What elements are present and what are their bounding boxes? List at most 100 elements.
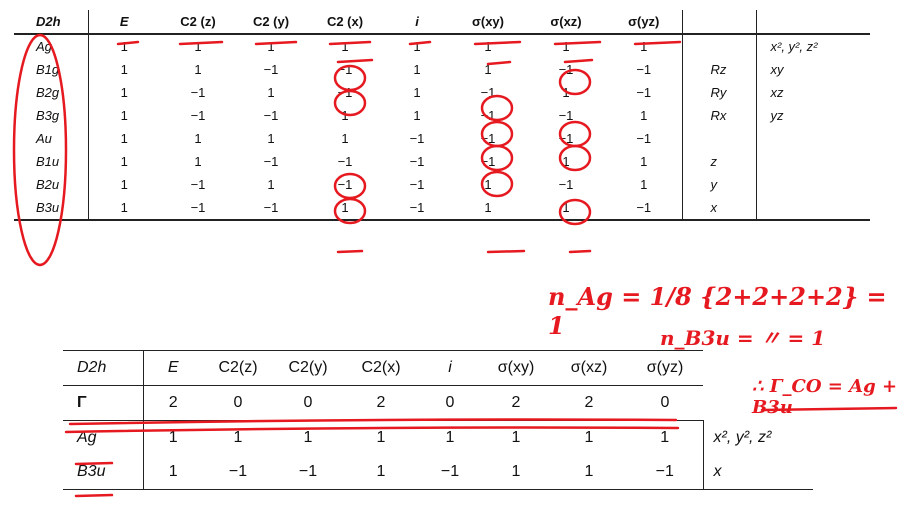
character-cell: 1 xyxy=(194,62,202,77)
character-cell: 1 xyxy=(120,154,128,169)
gamma-char: 2 xyxy=(143,385,203,421)
character-cell: 1 xyxy=(194,39,202,54)
header-point-group: D2h xyxy=(14,10,89,35)
irrep-char: 1 xyxy=(343,455,419,490)
linear-function xyxy=(681,127,757,150)
header-i: i xyxy=(384,10,450,35)
table-row: B1g 1 1 −1 −1 1 1 −1 −1 Rz xy xyxy=(14,58,870,81)
character-cell: −1 xyxy=(636,62,652,77)
character-cell: 1 xyxy=(640,154,648,169)
character-cell: −1 xyxy=(480,131,496,146)
character-cell: 1 xyxy=(562,154,570,169)
row-underline xyxy=(486,249,526,254)
irrep-char: 1 xyxy=(168,429,178,446)
character-cell: −1 xyxy=(636,85,652,100)
character-cell: −1 xyxy=(480,154,496,169)
irrep-char: 1 xyxy=(584,429,594,446)
header-E: E xyxy=(88,10,160,35)
reduction-header-C2z: C2(z) xyxy=(203,350,273,386)
gamma-char: 0 xyxy=(273,385,343,421)
character-cell: 1 xyxy=(640,39,648,54)
reduction-header-C2x: C2(x) xyxy=(343,350,419,386)
character-cell: −1 xyxy=(190,108,206,123)
irrep-underline xyxy=(74,493,114,498)
irrep-row-B3u: B3u 1 −1 −1 1 −1 1 1 −1 x xyxy=(63,455,813,490)
table-row: Au 1 1 1 1 −1 −1 −1 −1 xyxy=(14,127,870,150)
character-cell: 1 xyxy=(267,177,275,192)
character-cell: 1 xyxy=(640,108,648,123)
character-cell: −1 xyxy=(409,131,425,146)
character-cell: −1 xyxy=(160,196,236,221)
irrep-char: 1 xyxy=(445,429,455,446)
character-cell: 1 xyxy=(267,131,275,146)
gamma-char: 2 xyxy=(481,385,551,421)
gamma-char: 2 xyxy=(343,385,419,421)
quadratic-function xyxy=(756,127,870,150)
header-linear xyxy=(681,10,757,35)
linear-function: y xyxy=(681,173,757,196)
character-cell: 1 xyxy=(413,85,421,100)
character-cell: −1 xyxy=(337,177,353,192)
reduction-header-C2y: C2(y) xyxy=(273,350,343,386)
character-cell: 1 xyxy=(120,85,128,100)
linear-function: z xyxy=(681,150,757,173)
character-cell: −1 xyxy=(263,108,279,123)
table-header-row: D2h E C2 (z) C2 (y) C2 (x) i σ(xy) σ(xz)… xyxy=(14,10,870,35)
character-table-d2h: D2h E C2 (z) C2 (y) C2 (x) i σ(xy) σ(xz)… xyxy=(0,0,906,221)
character-cell: 1 xyxy=(413,108,421,123)
handwritten-reduction-Ag: n_Ag = 1/8 {2+2+2+2} = 1 xyxy=(548,282,887,340)
irrep-char: 1 xyxy=(660,429,670,446)
linear-function: Rz xyxy=(681,58,757,81)
linear-function: Ry xyxy=(681,81,757,104)
irrep-char: −1 xyxy=(419,455,481,490)
linear-function: x xyxy=(681,196,757,221)
character-cell: −1 xyxy=(636,131,652,146)
irrep-basis: x xyxy=(702,455,813,490)
irrep-symbol: B3u xyxy=(63,455,144,490)
character-cell: 1 xyxy=(120,177,128,192)
header-sigma-xz: σ(xz) xyxy=(526,10,606,35)
reduction-header-sigma-yz: σ(yz) xyxy=(627,350,703,386)
character-cell: 1 xyxy=(88,196,160,221)
character-cell: −1 xyxy=(190,177,206,192)
irrep-basis: x², y², z² xyxy=(702,420,813,455)
character-cell: 1 xyxy=(120,62,128,77)
irrep-char: −1 xyxy=(273,455,343,490)
quadratic-function: x², y², z² xyxy=(770,39,818,54)
character-cell: −1 xyxy=(190,85,206,100)
linear-function xyxy=(681,34,757,58)
irrep-symbol: B3g xyxy=(14,104,89,127)
character-cell: 1 xyxy=(341,39,349,54)
reduction-table: D2h E C2(z) C2(y) C2(x) i σ(xy) σ(xz) σ(… xyxy=(63,350,813,490)
character-cell: −1 xyxy=(236,196,306,221)
irrep-symbol: Ag xyxy=(63,420,144,455)
character-cell: 1 xyxy=(562,85,570,100)
character-cell: −1 xyxy=(558,177,574,192)
character-cell: 1 xyxy=(194,131,202,146)
linear-function: Rx xyxy=(681,104,757,127)
character-cell: −1 xyxy=(558,108,574,123)
character-cell: −1 xyxy=(409,154,425,169)
table-row: B3g 1 −1 −1 1 1 −1 −1 1 Rx yz xyxy=(14,104,870,127)
reduction-header-point-group: D2h xyxy=(63,350,144,386)
character-cell: −1 xyxy=(558,62,574,77)
character-cell: 1 xyxy=(562,39,570,54)
character-cell: −1 xyxy=(384,196,450,221)
irrep-symbol: B1u xyxy=(14,150,89,173)
reduction-header-sigma-xz: σ(xz) xyxy=(551,350,627,386)
character-cell: −1 xyxy=(337,85,353,100)
irrep-symbol: B2g xyxy=(14,81,89,104)
irrep-symbol: B2u xyxy=(14,173,89,196)
character-cell: 1 xyxy=(194,154,202,169)
irrep-symbol: Ag xyxy=(14,34,89,58)
character-cell: −1 xyxy=(480,108,496,123)
character-cell: 1 xyxy=(450,196,526,221)
character-cell: −1 xyxy=(263,62,279,77)
gamma-label: Γ xyxy=(63,385,144,421)
gamma-row: Γ 2 0 0 2 0 2 2 0 xyxy=(63,385,813,421)
quadratic-function: yz xyxy=(770,108,784,123)
header-sigma-xy: σ(xy) xyxy=(450,10,526,35)
character-cell: 1 xyxy=(526,196,606,221)
irrep-symbol: Au xyxy=(14,127,89,150)
table-row: B2u 1 −1 1 −1 −1 1 −1 1 y xyxy=(14,173,870,196)
